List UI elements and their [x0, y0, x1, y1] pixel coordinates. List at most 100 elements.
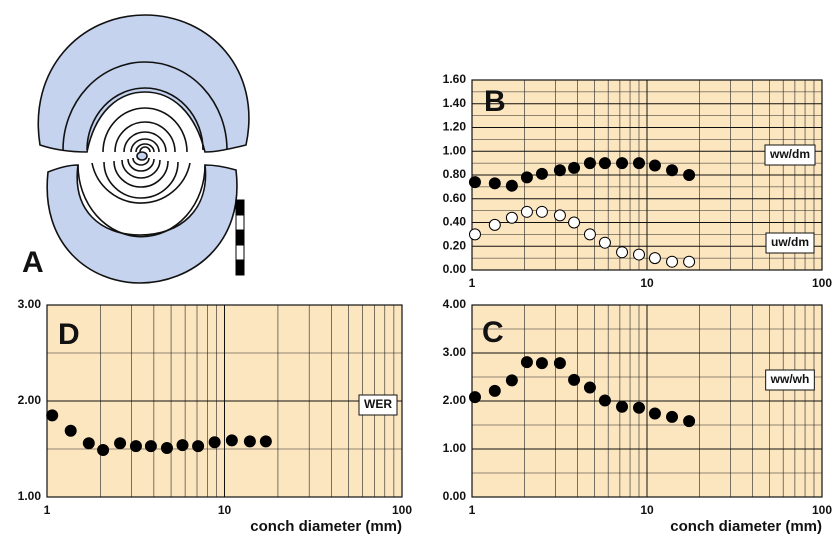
- ammonoid-drawing: [37, 14, 250, 284]
- siphuncle: [136, 151, 148, 161]
- upper-inner-whorls: [62, 61, 228, 153]
- data-point: [64, 424, 77, 437]
- data-point: [683, 169, 696, 181]
- scale-bar-segment: [235, 259, 245, 276]
- data-point: [583, 157, 596, 170]
- y-tick-label: 1.00: [443, 441, 467, 455]
- data-point: [225, 434, 238, 447]
- data-point: [488, 384, 501, 397]
- x-tick-label: 100: [392, 503, 412, 517]
- plot-frame: [471, 79, 823, 271]
- data-point: [468, 228, 481, 241]
- x-tick-label: 1: [469, 503, 476, 517]
- data-point: [583, 381, 596, 394]
- series-label-box: [765, 369, 815, 391]
- data-point: [616, 246, 629, 259]
- x-tick-label: 1: [44, 503, 51, 517]
- data-point: [666, 255, 679, 268]
- series-label-box: [765, 232, 815, 254]
- x-axis-label: conch diameter (mm): [250, 518, 402, 535]
- y-tick-label: 0.80: [443, 167, 467, 181]
- data-point: [160, 442, 173, 455]
- y-tick-label: 0.00: [443, 262, 467, 276]
- data-point: [553, 209, 566, 222]
- data-point: [144, 440, 157, 453]
- data-point: [520, 205, 533, 218]
- data-point: [616, 157, 629, 170]
- data-point: [505, 211, 518, 224]
- y-tick-label: 2.00: [443, 393, 467, 407]
- data-point: [632, 157, 645, 170]
- plot-frame: [46, 304, 403, 498]
- y-tick-label: 0.40: [443, 215, 467, 229]
- x-tick-label: 10: [218, 503, 232, 517]
- y-tick-label: 3.00: [443, 345, 467, 359]
- data-point: [208, 436, 221, 449]
- series-label: ww/wh: [770, 372, 810, 386]
- data-point: [598, 157, 611, 170]
- y-tick-label: 2.00: [18, 393, 42, 407]
- data-point: [632, 401, 645, 414]
- data-point: [648, 407, 661, 420]
- data-point: [129, 440, 142, 453]
- y-tick-label: 1.40: [443, 96, 467, 110]
- data-point: [468, 176, 481, 189]
- data-point: [683, 415, 696, 428]
- data-point: [568, 373, 581, 386]
- data-point: [598, 394, 611, 407]
- data-point: [468, 391, 481, 404]
- x-tick-label: 10: [640, 503, 654, 517]
- x-tick-label: 100: [812, 503, 832, 517]
- y-tick-label: 1.00: [443, 143, 467, 157]
- x-tick-label: 100: [812, 276, 832, 290]
- data-point: [648, 159, 661, 172]
- data-point: [666, 410, 679, 423]
- data-point: [82, 437, 95, 450]
- panel-label: A: [22, 246, 44, 279]
- data-point: [535, 205, 548, 218]
- y-tick-label: 4.00: [443, 297, 467, 311]
- y-tick-label: 0.20: [443, 238, 467, 252]
- series-label: WER: [364, 397, 392, 411]
- data-point: [535, 357, 548, 370]
- data-point: [520, 356, 533, 369]
- y-tick-label: 0.60: [443, 191, 467, 205]
- series-label-box: [358, 394, 398, 416]
- lower-inner-whorls: [77, 157, 206, 238]
- data-point: [192, 440, 205, 453]
- data-point: [243, 435, 256, 448]
- data-point: [97, 443, 110, 456]
- data-point: [568, 161, 581, 174]
- scale-bar: [235, 199, 245, 276]
- y-tick-label: 3.00: [18, 297, 42, 311]
- series-label: uw/dm: [771, 235, 809, 249]
- data-point: [488, 177, 501, 190]
- data-point: [535, 167, 548, 180]
- scale-bar-segment: [235, 199, 245, 216]
- lower-whorl: [46, 164, 238, 284]
- upper-whorl: [37, 14, 250, 153]
- y-tick-label: 0.00: [443, 489, 467, 503]
- data-point: [683, 255, 696, 268]
- data-point: [553, 357, 566, 370]
- x-axis-label: conch diameter (mm): [670, 518, 822, 535]
- panel-label: D: [58, 318, 80, 351]
- data-point: [568, 216, 581, 229]
- data-point: [648, 252, 661, 265]
- scale-bar-segment: [235, 229, 245, 246]
- data-point: [666, 164, 679, 177]
- x-tick-label: 1: [469, 276, 476, 290]
- data-point: [598, 236, 611, 249]
- data-point: [553, 164, 566, 177]
- data-point: [259, 435, 272, 448]
- series-label-box: [764, 144, 816, 166]
- x-tick-label: 10: [640, 276, 654, 290]
- y-tick-label: 1.00: [18, 489, 42, 503]
- data-point: [632, 248, 645, 261]
- data-point: [583, 228, 596, 241]
- data-point: [505, 179, 518, 192]
- data-point: [505, 374, 518, 387]
- data-point: [176, 439, 189, 452]
- data-point: [114, 437, 127, 450]
